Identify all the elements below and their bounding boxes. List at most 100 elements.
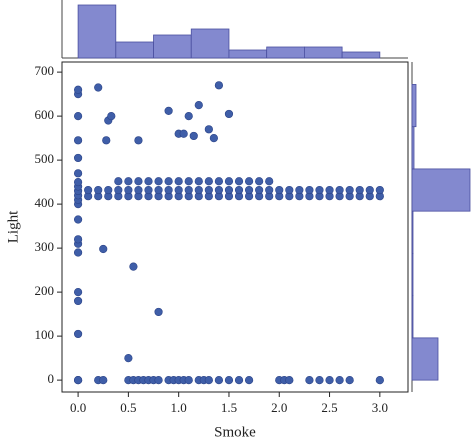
point [244,376,254,385]
top-hist-bar [266,46,305,59]
point [104,185,113,195]
right-hist-bar [411,210,414,254]
point [224,376,234,385]
point [375,376,384,385]
point [73,85,83,94]
point [224,109,234,119]
point [214,177,224,186]
point [234,177,244,186]
point [194,101,203,110]
point [73,296,83,306]
x-axis-title: Smoke [214,424,256,440]
point [73,136,83,145]
point [194,185,203,195]
point [164,177,173,186]
y-tick-label: 700 [35,63,55,78]
right-hist-bar [411,84,417,128]
point [265,185,274,195]
point [224,177,234,186]
point [114,177,123,186]
point [164,185,173,195]
y-tick-label: 200 [35,283,55,298]
right-hist-bar [411,126,415,170]
point [73,288,83,297]
point [285,185,294,195]
point [305,376,314,385]
point [325,185,334,195]
top-hist-bar [228,49,268,59]
point [129,262,138,271]
point [94,83,103,92]
point [154,376,163,385]
point [134,136,143,145]
y-tick-label: 600 [35,107,55,122]
right-hist-bar [411,337,439,381]
point [124,354,133,363]
top-hist-bar [341,51,381,59]
point [234,376,244,385]
point [184,112,193,121]
point [285,376,294,385]
top-hist-bar [77,4,117,59]
point [345,376,354,385]
top-hist-bar [115,41,154,59]
point [189,131,198,141]
point [315,376,324,385]
point [134,185,143,195]
point [194,177,203,186]
point [365,185,374,195]
point [345,185,354,195]
right-hist-bar [411,168,471,212]
point [73,248,83,257]
point [214,81,224,90]
point [184,177,193,186]
point [204,376,213,385]
point [184,185,193,195]
point [154,307,163,317]
point [73,329,83,339]
point [73,178,83,187]
point [335,185,344,195]
point [73,153,83,163]
point [107,112,116,121]
point [244,185,254,195]
point [295,185,304,195]
point [179,129,188,138]
point [73,215,83,224]
y-tick-label: 500 [35,151,55,166]
top-hist-bar [190,28,230,59]
point [84,185,93,195]
point [204,177,213,186]
point [214,185,224,195]
right-hist-bar [411,252,414,297]
point [275,185,284,195]
point [184,376,193,385]
point [144,185,153,195]
point [305,185,314,195]
point [265,177,274,186]
point [335,376,344,385]
x-tick-label: 2.5 [321,400,337,415]
y-axis-title: Light [5,210,21,243]
point [94,185,103,195]
point [174,185,183,195]
x-tick-label: 0.0 [70,400,86,415]
point [154,177,163,186]
point [154,185,163,195]
point [234,185,244,195]
x-tick-label: 1.0 [171,400,187,415]
x-tick-label: 3.0 [372,400,388,415]
point [204,125,213,134]
point [204,185,213,195]
point [73,376,83,385]
point [325,376,334,385]
plot-frame [61,61,409,393]
y-tick-label: 300 [35,239,55,254]
point [73,112,83,121]
point [144,177,153,186]
point [73,169,83,178]
point [124,177,133,186]
x-tick-label: 2.0 [271,400,287,415]
top-hist-bar [304,46,343,59]
